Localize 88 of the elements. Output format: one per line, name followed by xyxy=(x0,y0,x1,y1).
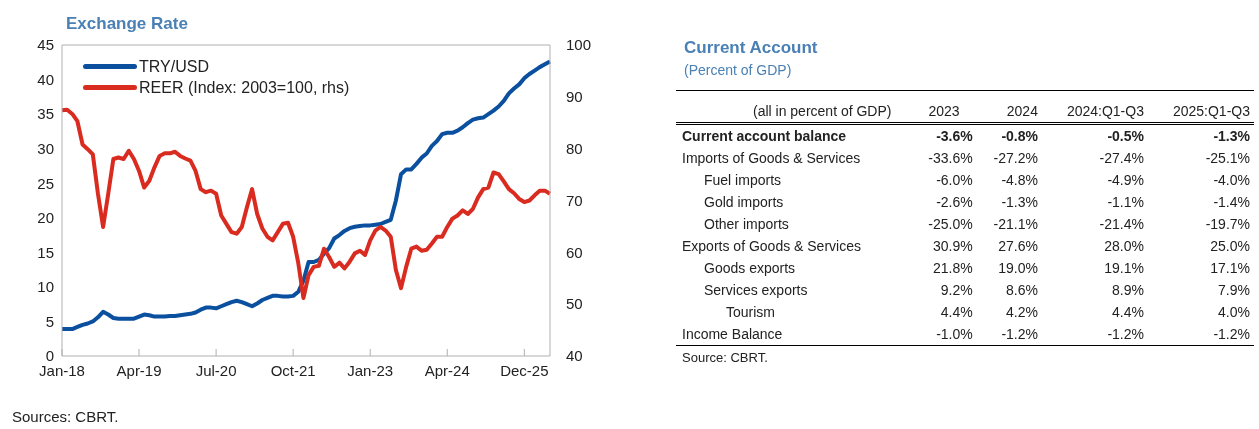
y2-tick-label: 80 xyxy=(566,139,583,157)
x-tick-label: Apr-19 xyxy=(116,362,162,379)
text: 4.4% xyxy=(940,304,973,320)
text: -4.9% xyxy=(1107,172,1144,188)
text: 9.2% xyxy=(940,282,973,298)
category-label: 2024:Q1-Q3 xyxy=(1065,102,1145,121)
y-tick-label: 45 xyxy=(37,36,54,54)
text: 4.2% xyxy=(1006,304,1038,320)
category-label: Services exports xyxy=(704,282,808,298)
text: (all in percent of GDP) xyxy=(752,102,893,121)
text: 21.8% xyxy=(933,260,973,276)
x-tick-label: Apr-24 xyxy=(424,362,470,379)
text: -1.4% xyxy=(1213,194,1250,210)
text: 17.1% xyxy=(1210,260,1250,276)
legend-label: REER (Index: 2003=100, rhs) xyxy=(139,78,350,98)
y-tick-label: 15 xyxy=(37,243,54,261)
y2-tick-label: 60 xyxy=(566,243,583,261)
text: -1.2% xyxy=(1001,326,1038,342)
category-label: Tourism xyxy=(726,304,776,320)
y-tick-label: 5 xyxy=(45,312,54,330)
category-label: 2025:Q1-Q3 xyxy=(1171,102,1251,121)
text: -3.6% xyxy=(936,128,973,144)
y2-tick-label: 40 xyxy=(566,347,583,365)
category-label: Imports of Goods & Services xyxy=(682,150,861,166)
text: -0.8% xyxy=(1001,128,1038,144)
text: 8.9% xyxy=(1112,282,1144,298)
category-label: Fuel imports xyxy=(704,172,782,188)
text: 30.9% xyxy=(933,238,973,254)
text: -27.4% xyxy=(1099,150,1144,166)
text: -19.7% xyxy=(1205,216,1250,232)
x-tick-label: Oct-21 xyxy=(270,362,316,379)
text: -25.0% xyxy=(928,216,973,232)
text: -1.3% xyxy=(1001,194,1038,210)
text: -25.1% xyxy=(1205,150,1250,166)
text: 27.6% xyxy=(998,238,1038,254)
text: -27.2% xyxy=(993,150,1038,166)
y-tick-label: 40 xyxy=(37,70,54,88)
line-series xyxy=(60,59,552,332)
text: -0.5% xyxy=(1107,128,1144,144)
category-label: Goods exports xyxy=(704,260,796,276)
x-tick-label: Jan-18 xyxy=(39,362,85,379)
y-tick-label: 20 xyxy=(37,209,54,227)
x-tick-label: Dec-25 xyxy=(500,362,549,379)
text: 19.1% xyxy=(1104,260,1144,276)
y-tick-label: 35 xyxy=(37,105,54,123)
text: -21.4% xyxy=(1099,216,1144,232)
category-label: 2024 xyxy=(1005,102,1039,121)
line-series xyxy=(60,107,552,300)
y2-tick-label: 100 xyxy=(566,36,592,54)
category-label: Exports of Goods & Services xyxy=(682,238,861,254)
x-tick-label: Jan-23 xyxy=(347,362,394,379)
text: -1.0% xyxy=(936,326,973,342)
text: 25.0% xyxy=(1210,238,1250,254)
y2-tick-label: 70 xyxy=(566,191,583,209)
chart-title: Exchange Rate xyxy=(66,14,188,34)
text: -1.3% xyxy=(1213,128,1250,144)
text: 4.0% xyxy=(1218,304,1250,320)
y2-tick-label: 90 xyxy=(566,88,583,106)
text: -1.2% xyxy=(1107,326,1144,342)
text: -1.2% xyxy=(1213,326,1250,342)
text: -21.1% xyxy=(993,216,1038,232)
legend-label: TRY/USD xyxy=(139,57,209,77)
text: -2.6% xyxy=(936,194,973,210)
text: -6.0% xyxy=(936,172,973,188)
category-label: 2023 xyxy=(927,102,961,121)
x-tick-label: Jul-20 xyxy=(195,362,237,379)
y-tick-label: 25 xyxy=(37,174,54,192)
text: 7.9% xyxy=(1218,282,1250,298)
text: -33.6% xyxy=(928,150,973,166)
text: 8.6% xyxy=(1006,282,1038,298)
source-note: Source: CBRT. xyxy=(682,350,769,365)
y-tick-label: 10 xyxy=(37,278,54,296)
text: -1.1% xyxy=(1107,194,1144,210)
text: Current Account xyxy=(684,38,819,58)
category-label: Gold imports xyxy=(704,194,784,210)
category-label: Income Balance xyxy=(682,326,783,342)
category-label: Current account balance xyxy=(682,128,847,144)
text: 19.0% xyxy=(998,260,1038,276)
y-tick-label: 30 xyxy=(37,139,54,157)
source-note: Sources: CBRT. xyxy=(12,408,119,425)
y-tick-label: 0 xyxy=(45,347,54,365)
text: 28.0% xyxy=(1104,238,1144,254)
text: (Percent of GDP) xyxy=(684,62,793,78)
text: -4.0% xyxy=(1213,172,1250,188)
y2-tick-label: 50 xyxy=(566,295,583,313)
text: 4.4% xyxy=(1112,304,1144,320)
category-label: Other imports xyxy=(704,216,789,232)
text: -4.8% xyxy=(1001,172,1038,188)
